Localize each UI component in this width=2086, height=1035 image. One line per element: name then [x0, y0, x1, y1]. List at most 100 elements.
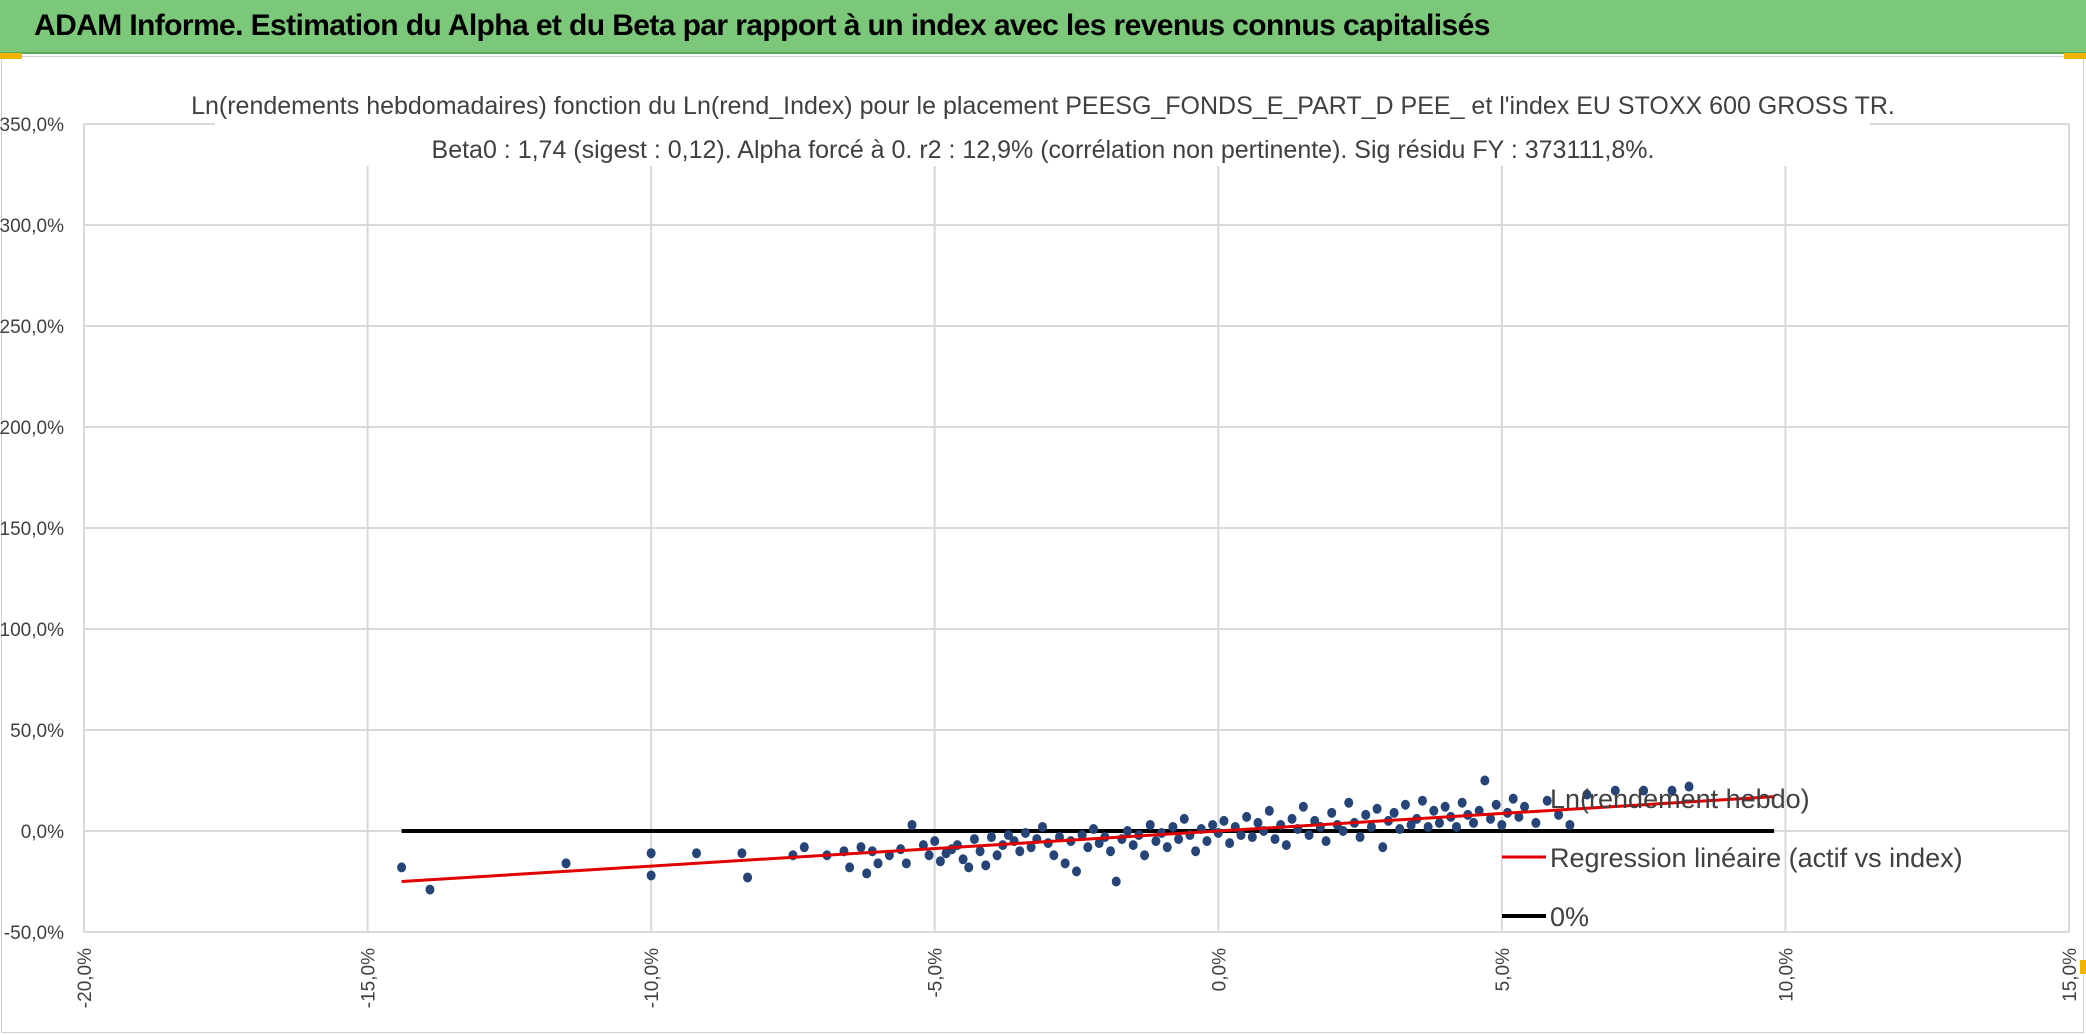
scatter-point: [1554, 809, 1564, 820]
legend-label-regression: Regression linéaire (actif vs index): [1550, 843, 1963, 873]
scatter-point: [1208, 819, 1218, 830]
scatter-point: [1037, 821, 1047, 832]
scatter-point: [1429, 805, 1439, 816]
scatter-point: [799, 842, 809, 853]
scatter-point: [1684, 781, 1694, 792]
scatter-point: [1015, 846, 1025, 857]
scatter-point: [1089, 823, 1099, 834]
scatter-point: [1077, 830, 1087, 841]
scatter-point: [969, 834, 979, 845]
scatter-point: [1531, 817, 1541, 828]
scatter-point: [1049, 850, 1059, 861]
scatter-point: [986, 832, 996, 843]
scatter-point: [1242, 811, 1252, 822]
scatter-point: [1162, 842, 1172, 853]
scatter-point: [1469, 817, 1478, 828]
scatter-point: [1060, 858, 1070, 869]
scatter-point: [981, 860, 991, 871]
scatter-point: [1281, 840, 1291, 851]
scatter-point: [1372, 803, 1382, 814]
scatter-point: [1174, 834, 1184, 845]
scatter-point: [1236, 830, 1246, 841]
scatter-point: [935, 856, 945, 867]
x-tick-label: -15,0%: [359, 948, 380, 1008]
y-tick-label: 300,0%: [0, 216, 64, 237]
corner-marker-right-bottom: [2080, 960, 2086, 974]
scatter-point: [1457, 797, 1467, 808]
scatter-point: [930, 836, 940, 847]
x-tick-label: -20,0%: [75, 948, 96, 1008]
chart-title-block: Ln(rendements hebdomadaires) fonction du…: [191, 84, 1895, 166]
x-tick-label: -10,0%: [642, 948, 663, 1008]
x-tick-label: 5,0%: [1493, 948, 1514, 991]
scatter-point: [958, 854, 968, 865]
scatter-point: [743, 872, 753, 883]
scatter-point: [1287, 813, 1297, 824]
scatter-point: [1395, 823, 1405, 834]
scatter-point: [1406, 819, 1416, 830]
scatter-point: [1639, 785, 1649, 796]
scatter-point: [1247, 832, 1257, 843]
legend-label-scatter: Ln(rendement hebdo): [1550, 784, 1810, 814]
scatter-point: [907, 819, 917, 830]
scatter-point: [737, 848, 747, 859]
chart-title-line-1: Ln(rendements hebdomadaires) fonction du…: [191, 92, 1895, 120]
scatter-point: [924, 850, 934, 861]
scatter-point: [1434, 817, 1444, 828]
scatter-point: [1400, 799, 1410, 810]
scatter-point: [1219, 815, 1229, 826]
scatter-point: [1497, 819, 1507, 830]
scatter-point: [1542, 795, 1552, 806]
axis-tick-labels: -50,0% 0,0% 50,0% 100,0% 150,0% 200,0% 250,0% 3…: [0, 115, 2081, 1008]
scatter-point: [1106, 846, 1116, 857]
report-banner: ADAM Informe. Estimation du Alpha et du …: [0, 0, 2086, 54]
scatter-point: [1179, 813, 1189, 824]
scatter-point: [1140, 850, 1150, 861]
chart-title-background: [215, 84, 1870, 166]
scatter-point: [1094, 838, 1104, 849]
y-tick-label: 200,0%: [0, 418, 64, 439]
scatter-point: [845, 862, 855, 873]
scatter-point: [1486, 813, 1496, 824]
corner-marker-top-right: [2064, 53, 2086, 59]
y-tick-label: 350,0%: [0, 115, 64, 136]
scatter-point: [1003, 830, 1013, 841]
corner-marker-top-left: [0, 53, 22, 59]
scatter-point: [1298, 801, 1308, 812]
x-tick-label: 10,0%: [1776, 948, 1797, 1002]
scatter-point: [1128, 840, 1138, 851]
scatter-point: [1202, 836, 1212, 847]
scatter-point: [692, 848, 702, 859]
scatter-point: [1253, 817, 1263, 828]
scatter-point: [1123, 826, 1133, 836]
chart-frame: [1, 56, 2084, 1033]
scatter-point: [1520, 801, 1530, 812]
scatter-point: [1417, 795, 1427, 806]
scatter-point: [1480, 775, 1490, 786]
scatter-point: [1355, 832, 1365, 843]
scatter-point: [1491, 799, 1501, 810]
scatter-point: [1423, 821, 1433, 832]
y-tick-label: 50,0%: [10, 721, 64, 742]
y-tick-label: 100,0%: [0, 620, 64, 641]
plot-area: [397, 775, 1775, 895]
scatter-point: [1020, 828, 1030, 839]
y-tick-label: -50,0%: [4, 923, 64, 944]
scatter-point: [1327, 807, 1337, 818]
scatter-point: [1451, 821, 1461, 832]
x-tick-label: 15,0%: [2060, 948, 2081, 1002]
x-tick-label: -5,0%: [926, 948, 947, 998]
scatter-point: [397, 862, 407, 873]
x-tick-label: 0,0%: [1209, 948, 1230, 991]
scatter-point: [1582, 789, 1592, 800]
scatter-point: [1508, 793, 1518, 804]
scatter-point: [862, 868, 872, 879]
scatter-point: [1026, 842, 1036, 853]
scatter-point: [1361, 809, 1371, 820]
scatter-point: [646, 848, 656, 859]
scatter-point: [425, 884, 435, 895]
scatter-point: [1264, 805, 1274, 816]
scatter-point: [1514, 811, 1524, 822]
scatter-point: [1321, 836, 1331, 847]
